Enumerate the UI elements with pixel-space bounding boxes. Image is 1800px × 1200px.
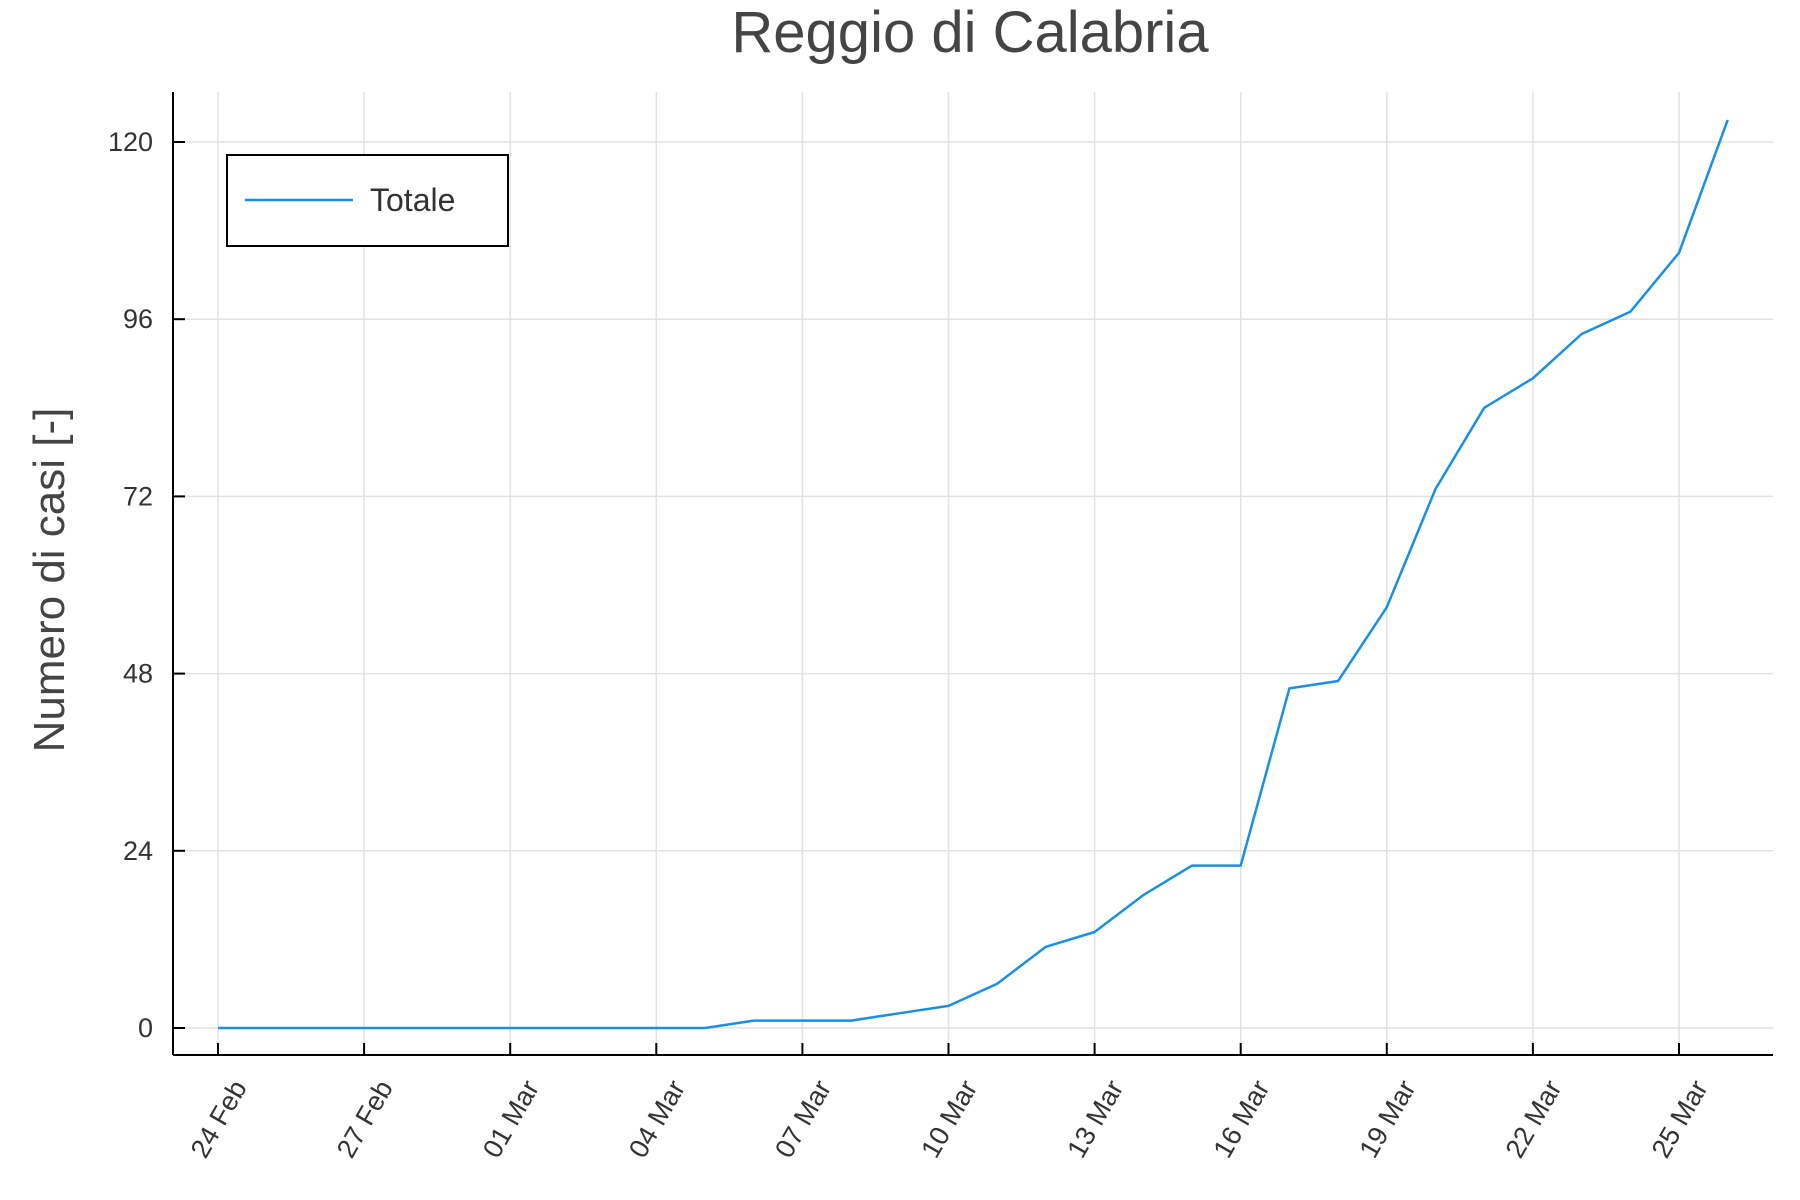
y-tick-label: 96 — [123, 304, 153, 334]
series-line-totale — [218, 119, 1729, 1030]
x-tick-label: 10 Mar — [915, 1075, 983, 1163]
chart-title: Reggio di Calabria — [731, 0, 1209, 65]
y-tick-label: 0 — [138, 1013, 153, 1043]
x-ticks: 24 Feb 27 Feb 01 Mar 04 Mar 07 Mar 10 Mar 13 M… — [185, 1043, 1714, 1163]
grid — [173, 92, 1773, 1055]
y-axis-label: Numero di casi [-] — [25, 408, 74, 753]
x-tick-label: 01 Mar — [477, 1075, 545, 1163]
series — [217, 119, 1729, 1030]
legend: Totale — [226, 154, 509, 247]
x-tick-label: 22 Mar — [1500, 1075, 1568, 1163]
y-ticks: 0 24 48 72 96 120 — [108, 127, 185, 1043]
y-tick-label: 120 — [108, 127, 153, 157]
x-tick-label: 27 Feb — [331, 1075, 399, 1163]
y-tick-label: 48 — [123, 659, 153, 689]
y-tick-label: 24 — [123, 836, 153, 866]
x-tick-label: 07 Mar — [769, 1075, 837, 1163]
x-tick-label: 25 Mar — [1646, 1075, 1714, 1163]
x-tick-label: 24 Feb — [185, 1075, 253, 1163]
x-tick-label: 04 Mar — [623, 1075, 691, 1163]
axes — [172, 92, 1773, 1056]
y-tick-label: 72 — [123, 481, 153, 511]
legend-label: Totale — [370, 182, 455, 218]
x-tick-label: 19 Mar — [1354, 1075, 1422, 1163]
x-tick-label: 16 Mar — [1207, 1075, 1275, 1163]
x-tick-label: 13 Mar — [1061, 1075, 1129, 1163]
